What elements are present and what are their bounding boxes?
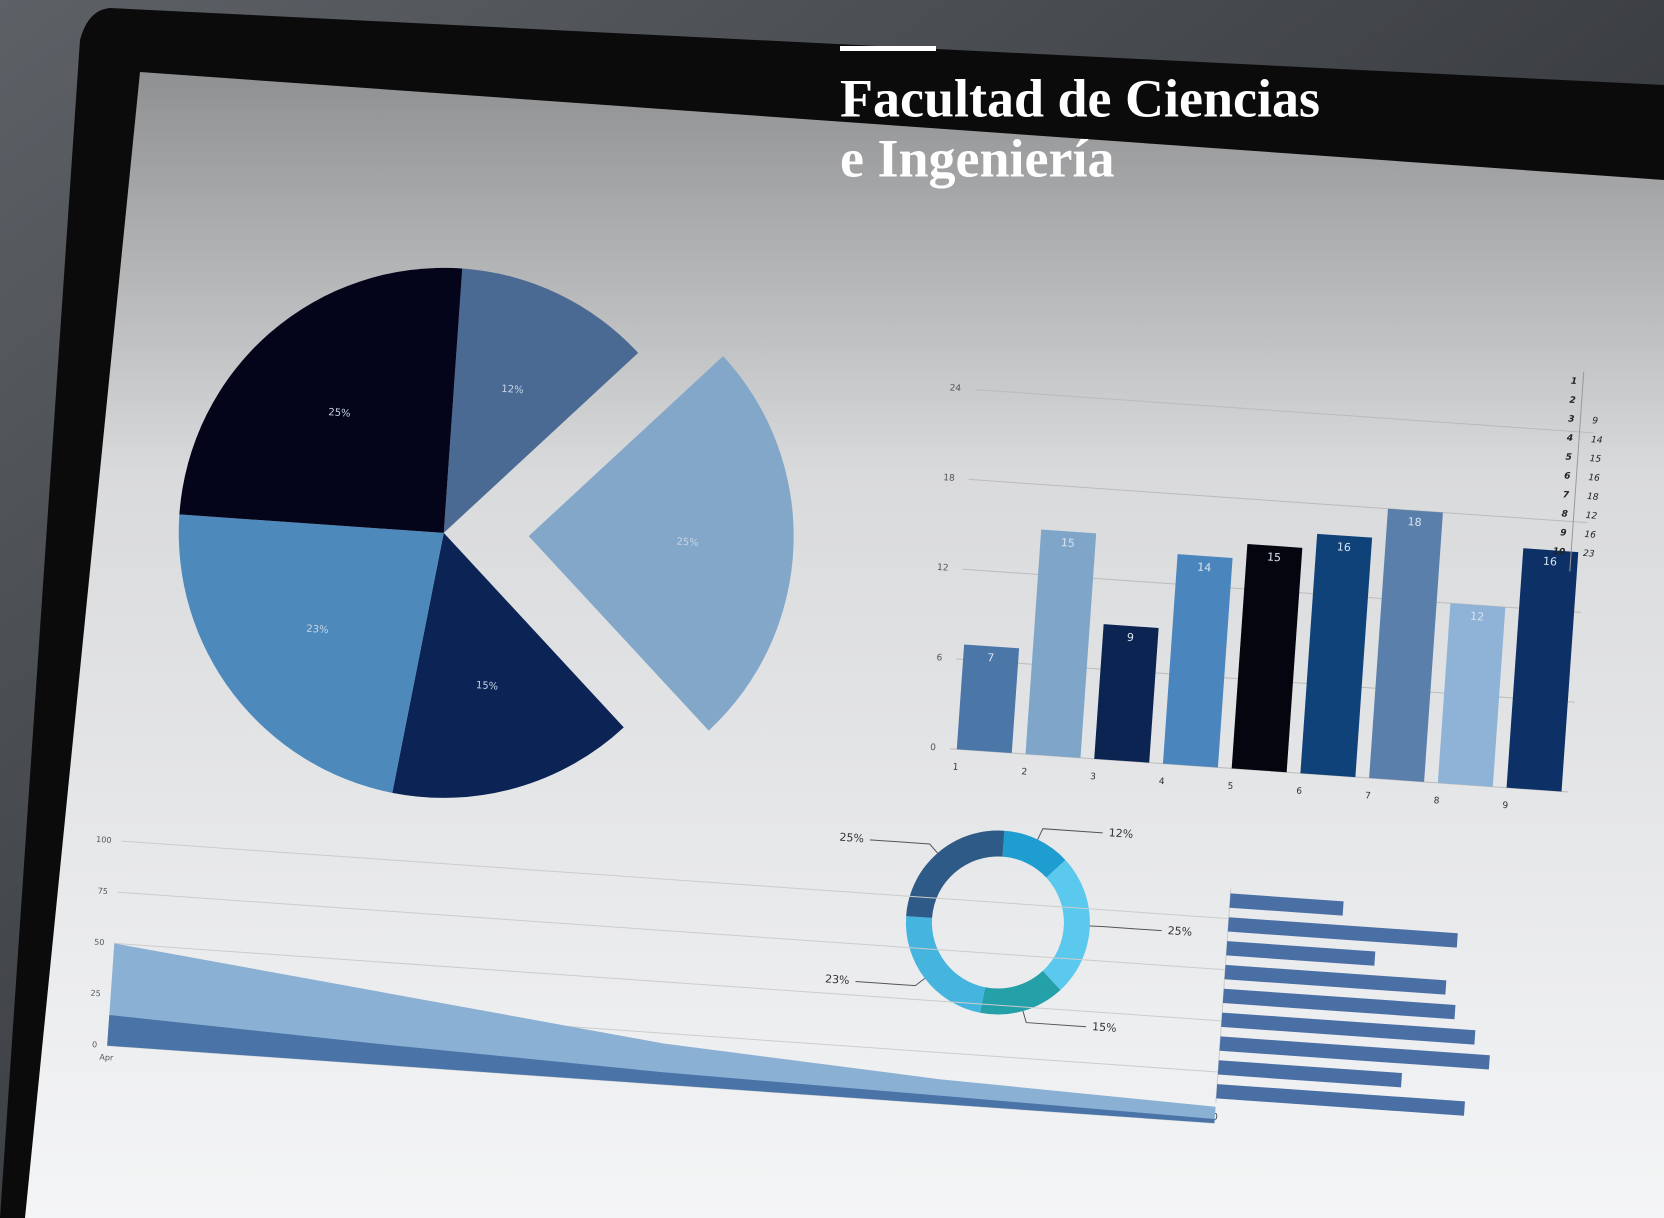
y-tick-label: 24 [949,383,961,394]
table-cell: 4 [1565,433,1573,443]
y-tick-label: 50 [94,938,105,948]
title-line: Facultad de Ciencias [840,68,1320,128]
table-cell: 10 [1552,547,1565,558]
pie-label: 25% [328,407,351,420]
title-rule [840,46,936,51]
bar-value-label: 9 [1126,631,1134,644]
x-tick-label: Apr [99,1053,114,1063]
scene: 12%25%15%23%25%0612182471152931441551661… [0,0,1664,1218]
x-tick-label: 5 [1227,782,1233,792]
bar-value-label: 15 [1060,536,1075,550]
bar [1094,624,1158,763]
x-tick-label: 2 [1021,767,1027,777]
table-cell: 6 [1564,471,1571,481]
donut-label: 25% [1167,924,1192,939]
table-cell: 15 [1589,454,1601,465]
x-tick-label: 1 [952,762,958,772]
pie-label: 25% [676,536,699,549]
pie-label: 12% [501,384,524,397]
donut-label: 12% [1108,826,1133,841]
page: {"header": {"title": ["Facultad de Cienc… [0,0,1664,1218]
table-cell: 23 [1583,549,1595,560]
donut-label: 15% [1092,1020,1117,1035]
table-cell: 9 [1560,528,1567,538]
table-cell: 9 [1592,416,1599,426]
table-cell: 1 [1570,377,1577,387]
bar-value-label: 16 [1336,540,1351,554]
x-tick-label: 9 [1502,801,1509,811]
x-tick-label: 6 [1296,787,1303,797]
bar-value-label: 12 [1470,610,1485,624]
bar-value-label: 15 [1267,550,1282,564]
table-cell: 12 [1585,511,1597,522]
y-tick-label: 18 [943,473,955,484]
table-cell: 2 [1569,396,1576,406]
table-cell: 5 [1565,452,1572,462]
table-cell: 18 [1587,492,1599,503]
donut-label: 25% [839,831,864,846]
y-tick-label: 0 [930,743,937,753]
y-tick-label: 0 [92,1040,98,1049]
table-cell: 8 [1561,509,1568,519]
table-cell: 16 [1584,530,1596,541]
bar-value-label: 18 [1407,515,1422,529]
bar-value-label: 7 [987,651,995,664]
y-tick-label: 100 [96,835,112,845]
x-tick-label: 7 [1365,791,1371,801]
pie-label: 15% [476,680,499,693]
y-tick-label: 75 [97,886,108,896]
x-tick-label: 8 [1433,796,1440,806]
x-tick-label: 4 [1158,777,1165,787]
table-cell: 16 [1588,473,1600,484]
bar-value-label: 14 [1197,561,1212,575]
table-cell: 14 [1591,435,1603,446]
y-tick-label: 25 [90,989,101,999]
pie-label: 23% [306,624,329,637]
table-cell: 3 [1568,415,1575,425]
y-tick-label: 6 [936,653,943,663]
title-line: e Ingeniería [840,128,1114,188]
x-tick-label: 3 [1090,772,1096,782]
donut-label: 23% [825,972,850,987]
y-tick-label: 12 [937,563,949,574]
